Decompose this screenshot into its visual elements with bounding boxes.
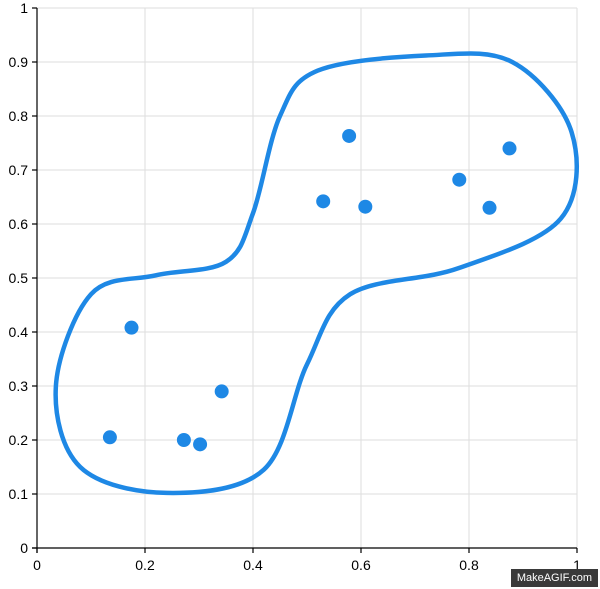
grid: [37, 7, 578, 548]
decision-boundary: [53, 51, 579, 496]
y-tick-label: 0.8: [9, 108, 29, 124]
data-point: [482, 200, 497, 215]
y-tick-label: 0.2: [9, 432, 29, 448]
data-point: [358, 199, 373, 214]
x-tick-label: 0.4: [243, 557, 263, 573]
y-tick-label: 0.1: [9, 486, 29, 502]
x-tick-label: 0.6: [351, 557, 371, 573]
y-tick-label: 0: [20, 540, 28, 556]
boundary-curve: [53, 51, 579, 496]
x-tick-label: 0.2: [135, 557, 155, 573]
y-tick-label: 1: [20, 0, 28, 16]
data-point: [214, 384, 229, 399]
data-point: [193, 437, 208, 452]
tick-labels: 0 0.2 0.4 0.6 0.8 1 0 0.1 0.2 0.3 0.4 0.5 0.6 0.7 0.8 0…: [9, 0, 582, 573]
data-point: [452, 172, 467, 187]
data-point: [124, 320, 139, 335]
y-tick-label: 0.5: [9, 270, 29, 286]
data-point: [316, 194, 331, 209]
data-points: [102, 128, 517, 452]
y-tick-label: 0.7: [9, 162, 29, 178]
axes: [32, 7, 578, 553]
y-tick-label: 0.9: [9, 54, 29, 70]
y-tick-label: 0.6: [9, 216, 29, 232]
data-point: [502, 141, 517, 156]
y-tick-label: 0.4: [9, 324, 29, 340]
watermark: MakeAGIF.com: [510, 569, 598, 587]
data-point: [342, 128, 357, 143]
x-tick-label: 1: [573, 557, 581, 573]
x-tick-label: 0: [33, 557, 41, 573]
x-tick-label: 0.8: [459, 557, 479, 573]
data-point: [176, 433, 191, 447]
y-tick-label: 0.3: [9, 378, 29, 394]
data-point: [102, 430, 117, 445]
